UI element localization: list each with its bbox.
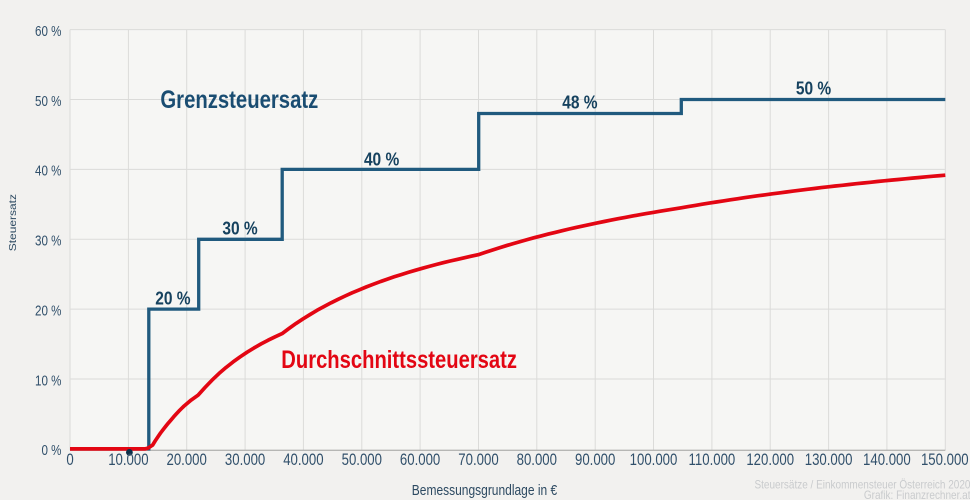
svg-text:80.000: 80.000 (517, 451, 557, 470)
svg-text:0: 0 (66, 451, 73, 470)
svg-text:Grafik: Finanzrechner.at: Grafik: Finanzrechner.at (864, 489, 970, 500)
svg-text:20.000: 20.000 (167, 451, 207, 470)
svg-text:60 %: 60 % (35, 23, 62, 40)
svg-text:Durchschnittssteuersatz: Durchschnittssteuersatz (281, 345, 517, 374)
svg-text:50 %: 50 % (796, 78, 831, 99)
svg-text:Steuersätze / Einkommensteuer: Steuersätze / Einkommensteuer Österreich… (754, 479, 970, 492)
svg-text:60.000: 60.000 (400, 451, 440, 470)
svg-text:40.000: 40.000 (283, 451, 323, 470)
svg-text:40 %: 40 % (35, 162, 62, 179)
svg-text:Grenzsteuersatz: Grenzsteuersatz (160, 85, 318, 114)
svg-text:150.000: 150.000 (921, 451, 969, 470)
svg-text:30 %: 30 % (222, 218, 257, 239)
svg-text:10.000: 10.000 (108, 451, 148, 470)
svg-text:50 %: 50 % (35, 93, 62, 110)
svg-text:30.000: 30.000 (225, 451, 265, 470)
svg-text:10 %: 10 % (35, 372, 62, 389)
svg-text:20 %: 20 % (35, 302, 62, 319)
svg-text:120.000: 120.000 (746, 451, 794, 470)
svg-text:0 %: 0 % (42, 442, 62, 459)
svg-text:20 %: 20 % (155, 288, 190, 309)
svg-text:Steuersatz: Steuersatz (8, 194, 19, 251)
svg-text:140.000: 140.000 (863, 451, 911, 470)
svg-text:100.000: 100.000 (630, 451, 678, 470)
svg-text:50.000: 50.000 (342, 451, 382, 470)
svg-text:110.000: 110.000 (689, 451, 736, 470)
svg-text:48 %: 48 % (562, 92, 597, 113)
svg-text:90.000: 90.000 (575, 451, 615, 470)
svg-text:40 %: 40 % (364, 149, 399, 170)
svg-text:30 %: 30 % (35, 232, 62, 249)
svg-text:130.000: 130.000 (805, 451, 853, 470)
svg-text:Bemessungsgrundlage in €: Bemessungsgrundlage in € (412, 482, 558, 498)
svg-text:70.000: 70.000 (458, 451, 498, 470)
